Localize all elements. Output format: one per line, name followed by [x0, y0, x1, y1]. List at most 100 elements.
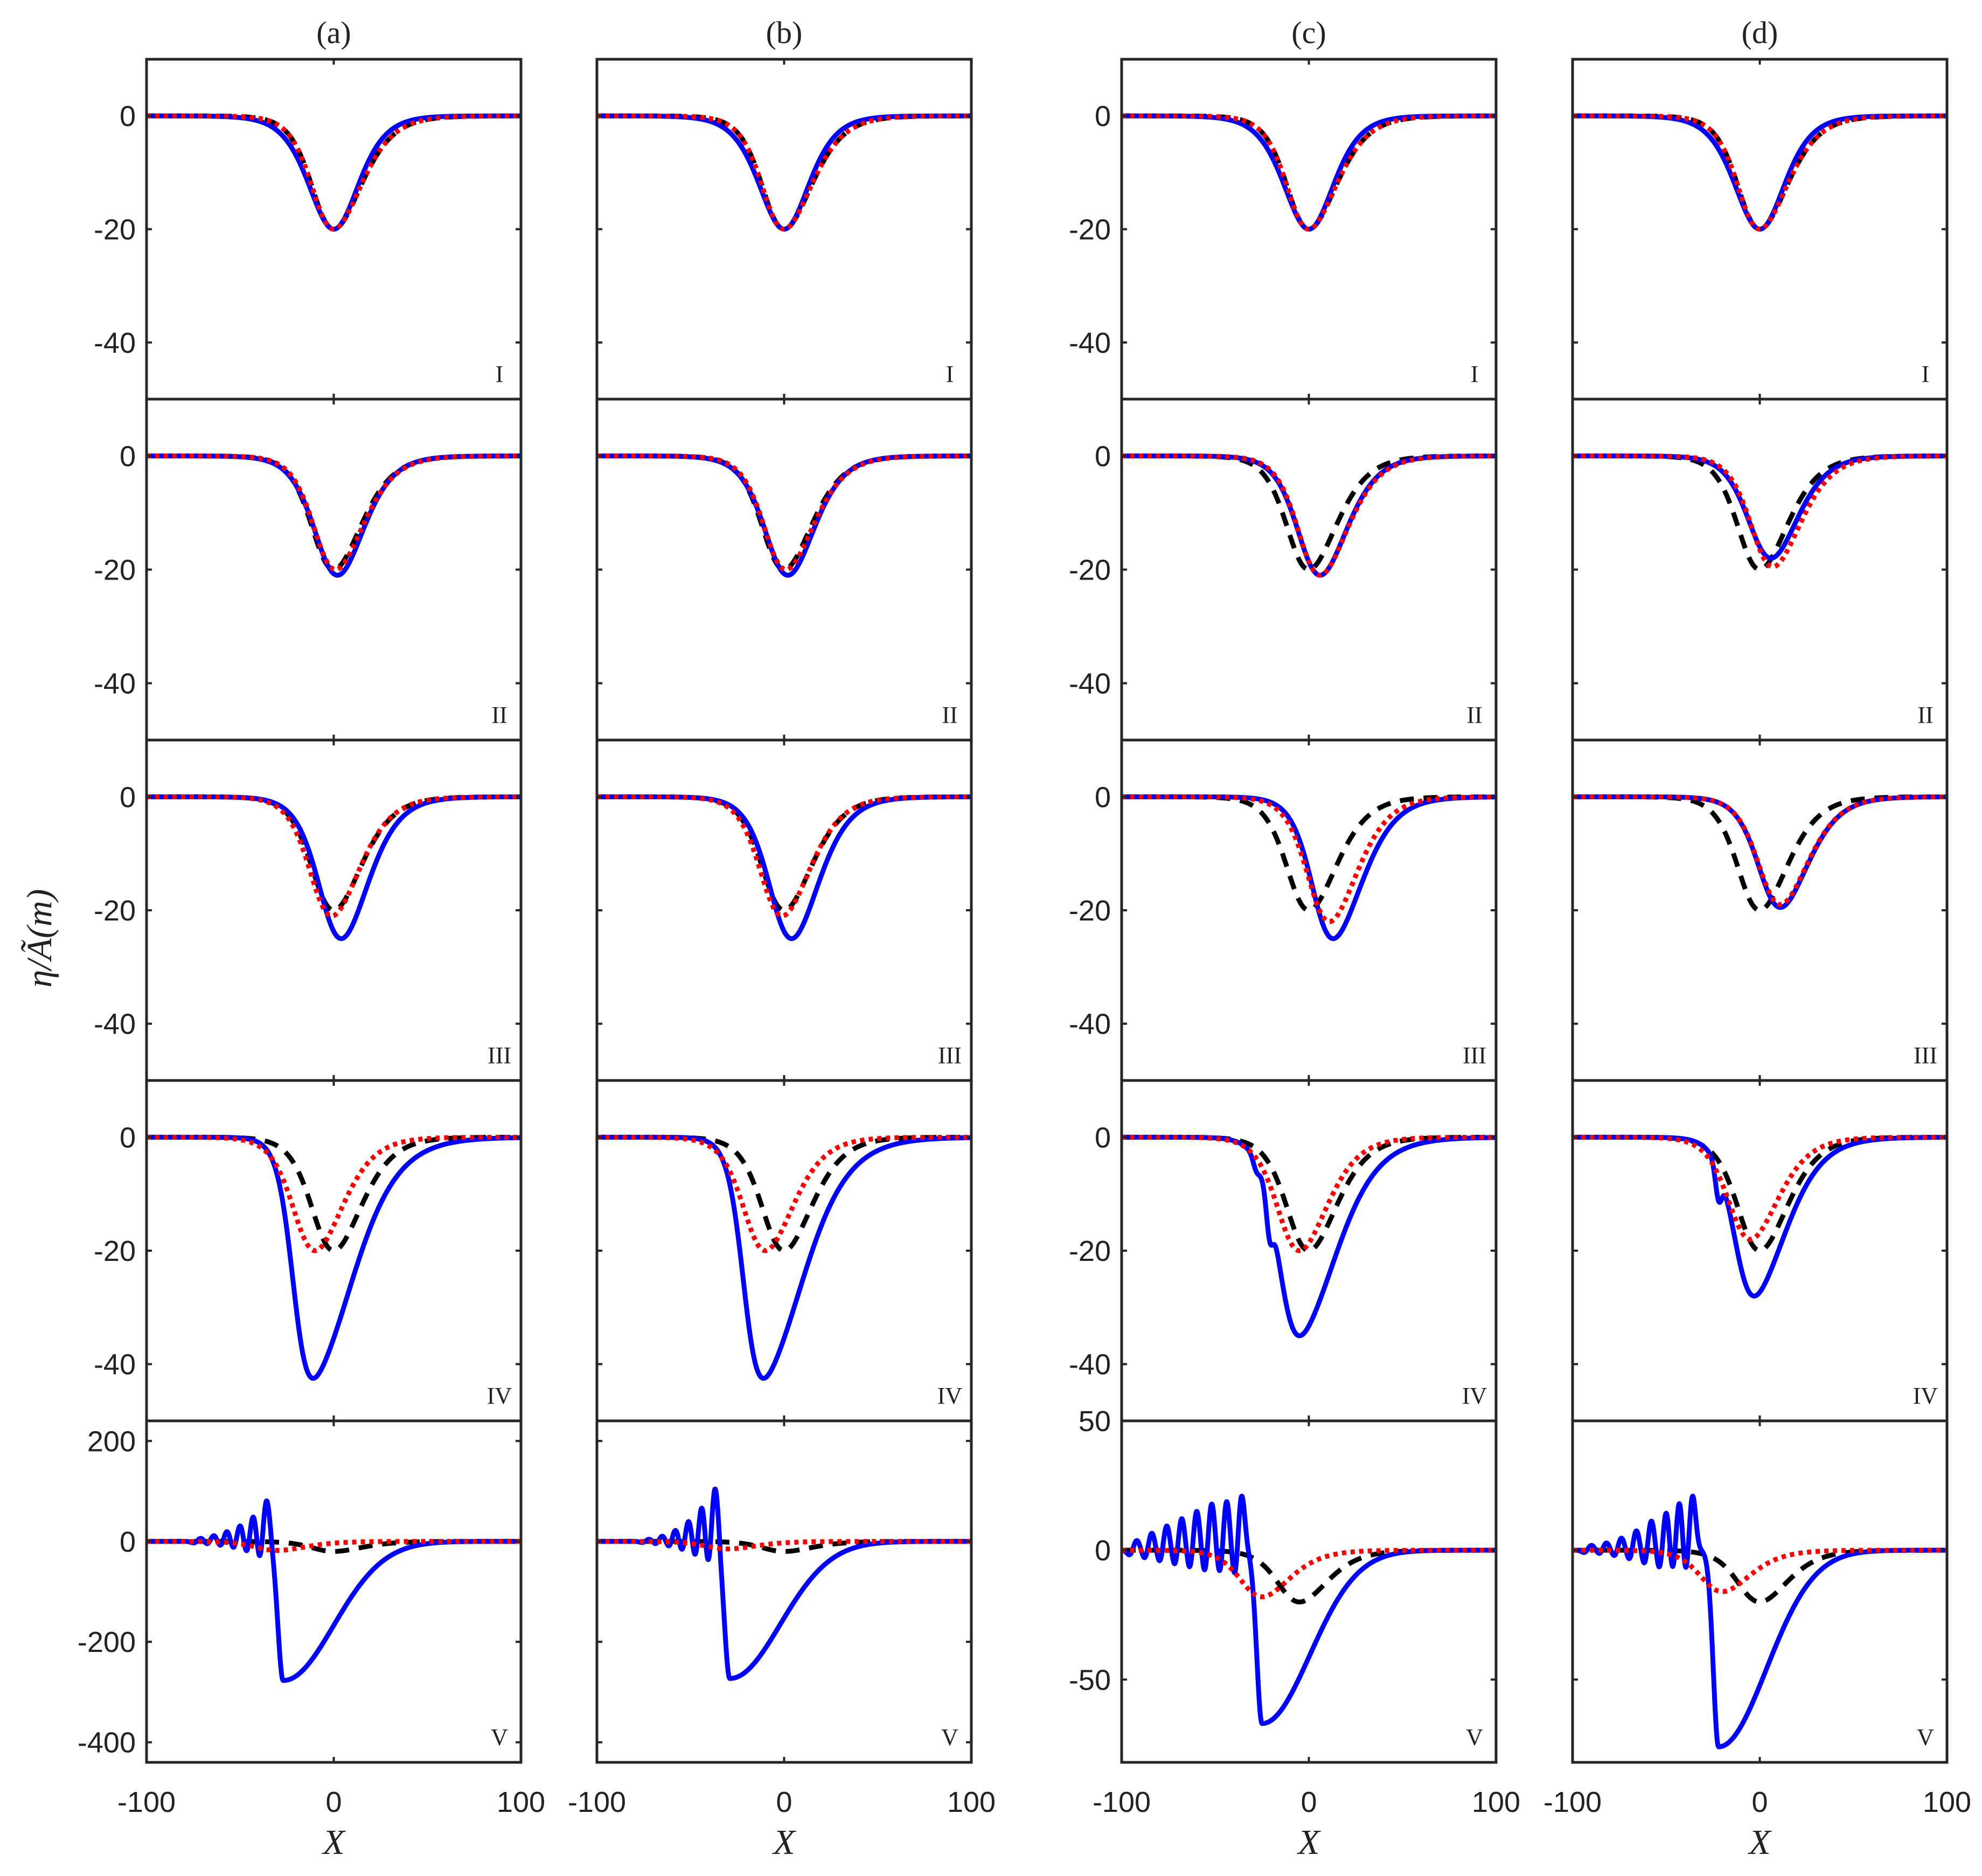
series-dashed-line — [147, 1134, 521, 1253]
y-tick-label: -40 — [1069, 1349, 1111, 1381]
row-label: III — [1463, 1042, 1486, 1069]
series-dotted-line — [597, 1134, 971, 1253]
x-tick-label: 0 — [776, 1786, 792, 1818]
y-tick-label: -20 — [94, 895, 136, 927]
panel-b-I: I (b) — [595, 15, 973, 401]
y-tick-label: -20 — [1069, 554, 1111, 587]
panel-frame — [1571, 738, 1949, 1082]
y-tick-label: -50 — [1069, 1664, 1111, 1696]
y-tick-label: -20 — [1069, 214, 1111, 246]
panel-frame — [1571, 397, 1949, 742]
series-solid-line — [1122, 1494, 1496, 1726]
series-solid-line — [597, 1134, 971, 1381]
row-label: V — [941, 1724, 958, 1751]
series-solid-line — [1573, 794, 1947, 910]
y-tick-label: -20 — [1069, 1235, 1111, 1267]
panel-a-I: 0 -20 -40 I (a) — [94, 15, 523, 401]
series-dashed-line — [597, 113, 971, 232]
series-dotted-line — [1573, 113, 1947, 232]
series-dashed-line — [1573, 794, 1947, 913]
series-solid-line — [147, 113, 521, 232]
row-label: I — [496, 361, 504, 387]
y-tick-label: -40 — [94, 1349, 136, 1381]
row-label: IV — [1462, 1383, 1487, 1409]
panel-a-V: 200 0 -200 -400 -100 0 100 V X — [78, 1419, 545, 1862]
series-solid-line — [147, 794, 521, 942]
x-tick-label: -100 — [1093, 1786, 1151, 1818]
panel-frame — [595, 1419, 973, 1764]
column-title: (a) — [316, 15, 351, 50]
series-dotted-line — [1573, 454, 1947, 569]
x-tick-label: 0 — [1301, 1786, 1317, 1818]
y-tick-label: 0 — [1095, 781, 1111, 813]
y-tick-label: -20 — [94, 1235, 136, 1267]
series-dashed-line — [1122, 454, 1496, 572]
y-tick-label: 0 — [1095, 1535, 1111, 1567]
x-axis-label: X — [321, 1823, 346, 1862]
y-tick-label: -20 — [94, 214, 136, 246]
y-tick-label: 200 — [87, 1425, 136, 1457]
row-label: II — [1917, 702, 1933, 728]
row-label: I — [946, 361, 954, 387]
panel-frame — [1120, 738, 1498, 1082]
panel-frame — [145, 1419, 523, 1764]
column-title: (c) — [1291, 15, 1326, 50]
panel-d-II: II — [1571, 397, 1949, 742]
y-tick-label: -20 — [94, 554, 136, 587]
column-title: (b) — [766, 15, 803, 50]
series-solid-line — [597, 454, 971, 578]
y-tick-label: 50 — [1079, 1405, 1111, 1438]
panel-frame — [1120, 1079, 1498, 1422]
y-tick-label: -40 — [94, 668, 136, 700]
y-tick-label: -200 — [78, 1626, 136, 1658]
panel-b-IV: IV — [595, 1079, 973, 1422]
panel-b-III: III — [595, 738, 973, 1082]
series-dotted-line — [147, 1539, 521, 1553]
x-axis-label: X — [771, 1823, 796, 1862]
series-dotted-line — [147, 794, 521, 919]
panels-layer: 0-20-40I(a)0-20-40II0-20-40III0-20-40IV2… — [78, 15, 1971, 1862]
y-tick-label: 0 — [1095, 100, 1111, 132]
panel-frame — [145, 738, 523, 1082]
row-label: V — [491, 1724, 508, 1751]
x-tick-label: -100 — [568, 1786, 626, 1818]
row-label: IV — [937, 1383, 963, 1409]
series-solid-line — [147, 1498, 521, 1683]
panel-b-II: II — [595, 397, 973, 742]
panel-d-I: I (d) — [1571, 15, 1949, 401]
panel-frame — [145, 1079, 523, 1422]
panel-frame — [1571, 1079, 1949, 1422]
series-dashed-line — [147, 794, 521, 913]
series-dashed-line — [1122, 794, 1496, 913]
series-solid-line — [1573, 1134, 1947, 1299]
row-label: II — [942, 702, 957, 728]
x-tick-label: 0 — [325, 1786, 342, 1818]
series-solid-line — [1573, 1494, 1947, 1749]
x-tick-label: 100 — [1923, 1786, 1971, 1818]
panel-c-III: 0 -20 -40 III — [1069, 738, 1498, 1082]
x-axis-label: X — [1296, 1823, 1321, 1862]
panel-b-V: -100 0 100 V X — [568, 1419, 996, 1862]
panel-c-I: 0 -20 -40 I (c) — [1069, 15, 1498, 401]
panel-frame — [595, 738, 973, 1082]
x-tick-label: 0 — [1751, 1786, 1768, 1818]
y-tick-label: -40 — [94, 327, 136, 359]
y-tick-label: 0 — [120, 1526, 136, 1558]
series-dotted-line — [597, 794, 971, 919]
row-label: IV — [1913, 1383, 1938, 1409]
panel-frame — [145, 397, 523, 742]
series-solid-line — [1122, 1134, 1496, 1338]
series-dashed-line — [147, 454, 521, 572]
series-solid-line — [1122, 794, 1496, 942]
panel-frame — [595, 1079, 973, 1422]
y-tick-label: 0 — [120, 781, 136, 813]
x-tick-label: 100 — [1472, 1786, 1520, 1818]
x-tick-label: -100 — [117, 1786, 176, 1818]
series-solid-line — [597, 794, 971, 942]
row-label: III — [488, 1042, 511, 1069]
series-dotted-line — [1573, 1547, 1947, 1594]
row-label: V — [1466, 1724, 1483, 1751]
row-label: I — [1471, 361, 1479, 387]
column-title: (d) — [1742, 15, 1778, 50]
